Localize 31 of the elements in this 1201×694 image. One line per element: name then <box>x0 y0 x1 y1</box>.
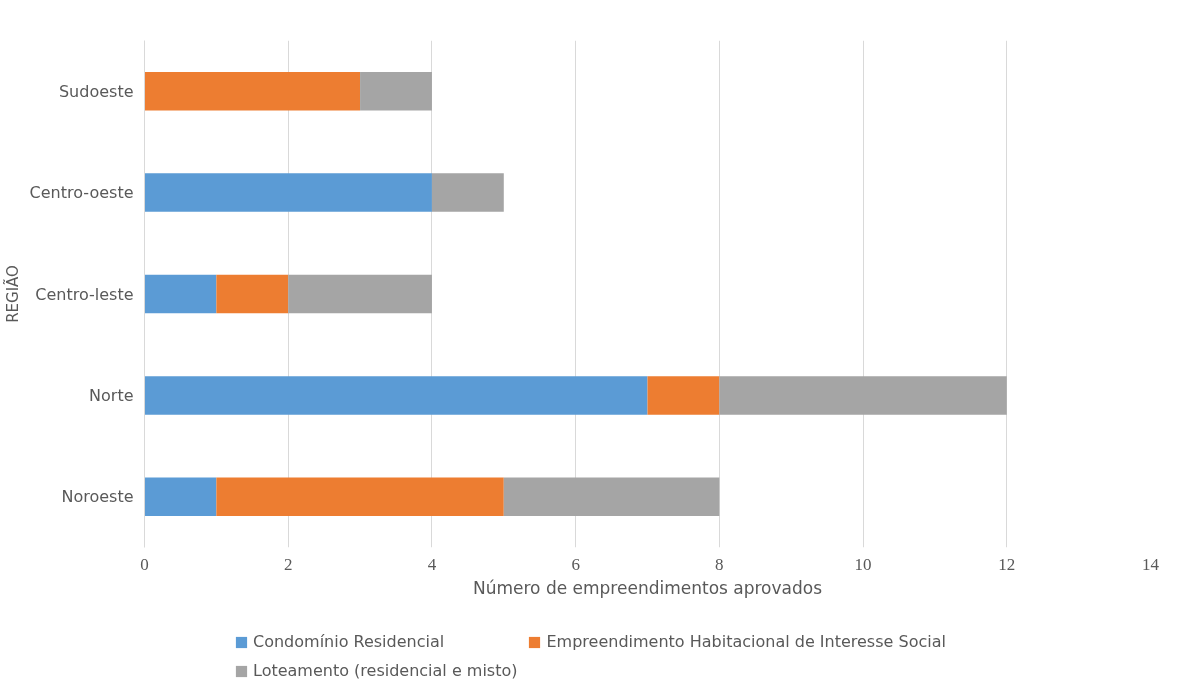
bar <box>144 71 361 111</box>
y-tick-label: Centro-leste <box>35 284 134 304</box>
x-tick-label: 12 <box>998 554 1016 574</box>
y-axis-title: REGIÃO <box>2 265 22 323</box>
bar <box>719 376 1007 415</box>
x-tick-label: 10 <box>854 554 872 574</box>
bar <box>216 274 289 314</box>
bar <box>216 477 504 517</box>
legend-label: Loteamento (residencial e misto) <box>253 661 518 680</box>
bar <box>360 71 432 111</box>
x-tick-label: 0 <box>140 554 149 574</box>
x-tick-label: 8 <box>715 554 724 574</box>
x-axis-title: Número de empreendimentos aprovados <box>472 577 823 598</box>
y-tick-label: Centro-oeste <box>29 183 134 203</box>
bar <box>431 173 504 212</box>
x-tick-label: 6 <box>571 554 580 574</box>
bar <box>503 477 720 517</box>
y-tick-label: Sudoeste <box>58 81 134 101</box>
bar <box>647 376 720 415</box>
y-tick-label: Norte <box>89 385 134 405</box>
bar <box>144 376 648 415</box>
bar <box>144 274 217 314</box>
legend-label: Condomínio Residencial <box>253 632 445 651</box>
y-tick-label: Noroeste <box>61 487 134 507</box>
legend-label: Empreendimento Habitacional de Interesse Social <box>546 632 946 651</box>
x-tick-label: 4 <box>427 554 437 574</box>
x-tick-label: 14 <box>1142 554 1160 574</box>
x-tick-label: 2 <box>283 554 293 574</box>
bar <box>144 173 432 212</box>
bar <box>144 477 217 517</box>
bar <box>288 274 432 314</box>
